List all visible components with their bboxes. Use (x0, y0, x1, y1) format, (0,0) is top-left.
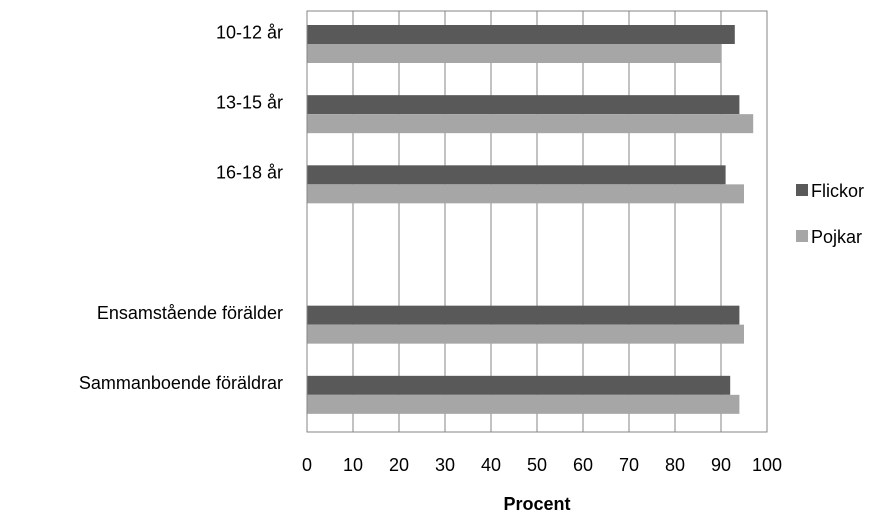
category-label: 10-12 år (216, 22, 283, 42)
grid-lines (306, 11, 768, 432)
bar-pojkar (307, 324, 744, 344)
x-tick-label: 40 (481, 455, 501, 475)
bar-pojkar (307, 44, 721, 63)
x-tick-label: 50 (527, 455, 547, 475)
x-tick-label: 10 (343, 455, 363, 475)
bars (307, 25, 754, 414)
x-tick-label: 100 (752, 455, 782, 475)
bar-flickor (307, 165, 726, 185)
x-tick-label: 30 (435, 455, 455, 475)
bar-flickor (307, 305, 740, 325)
plot-frame (306, 10, 768, 433)
legend: Flickor Pojkar (796, 181, 864, 247)
category-label: 16-18 år (216, 163, 283, 183)
bar-pojkar (307, 184, 744, 204)
x-tick-label: 80 (665, 455, 685, 475)
x-tick-label: 70 (619, 455, 639, 475)
category-labels: 10-12 år 13-15 år 16-18 år Ensamstående för… (79, 22, 283, 393)
category-label: Ensamstående förälder (97, 303, 283, 323)
category-label: 13-15 år (216, 92, 283, 112)
legend-label: Pojkar (811, 227, 862, 247)
x-axis-label: Procent (503, 494, 570, 514)
bar-flickor (307, 25, 735, 44)
x-tick-label: 0 (302, 455, 312, 475)
bar-pojkar (307, 114, 754, 134)
legend-label: Flickor (811, 181, 864, 201)
bar-pojkar (307, 394, 740, 414)
bar-flickor (307, 95, 740, 115)
x-tick-label: 60 (573, 455, 593, 475)
x-tick-label: 20 (389, 455, 409, 475)
legend-swatch (796, 184, 808, 196)
legend-swatch (796, 230, 808, 242)
x-tick-labels: 0 10 20 30 40 50 60 70 80 90 100 (302, 455, 782, 475)
bar-flickor (307, 375, 731, 395)
category-label: Sammanboende föräldrar (79, 373, 283, 393)
x-tick-label: 90 (711, 455, 731, 475)
